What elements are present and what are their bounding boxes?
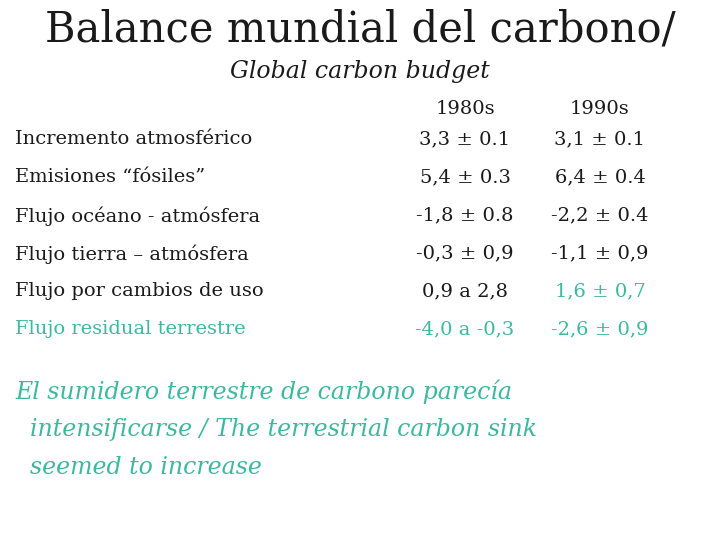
Text: Global carbon budget: Global carbon budget — [230, 60, 490, 83]
Text: Balance mundial del carbono/: Balance mundial del carbono/ — [45, 8, 675, 50]
Text: 1980s: 1980s — [435, 100, 495, 118]
Text: 3,1 ± 0.1: 3,1 ± 0.1 — [554, 130, 646, 148]
Text: 6,4 ± 0.4: 6,4 ± 0.4 — [554, 168, 645, 186]
Text: 1990s: 1990s — [570, 100, 630, 118]
Text: Flujo tierra – atmósfera: Flujo tierra – atmósfera — [15, 244, 248, 264]
Text: intensificarse / The terrestrial carbon sink: intensificarse / The terrestrial carbon … — [30, 418, 537, 441]
Text: -2,6 ± 0,9: -2,6 ± 0,9 — [552, 320, 649, 338]
Text: -1,8 ± 0.8: -1,8 ± 0.8 — [416, 206, 514, 224]
Text: 5,4 ± 0.3: 5,4 ± 0.3 — [420, 168, 510, 186]
Text: -0,3 ± 0,9: -0,3 ± 0,9 — [416, 244, 514, 262]
Text: -4,0 a -0,3: -4,0 a -0,3 — [415, 320, 515, 338]
Text: -2,2 ± 0.4: -2,2 ± 0.4 — [552, 206, 649, 224]
Text: Flujo océano - atmósfera: Flujo océano - atmósfera — [15, 206, 260, 226]
Text: -1,1 ± 0,9: -1,1 ± 0,9 — [552, 244, 649, 262]
Text: 1,6 ± 0,7: 1,6 ± 0,7 — [554, 282, 645, 300]
Text: 0,9 a 2,8: 0,9 a 2,8 — [422, 282, 508, 300]
Text: 3,3 ± 0.1: 3,3 ± 0.1 — [420, 130, 510, 148]
Text: El sumidero terrestre de carbono parecía: El sumidero terrestre de carbono parecía — [15, 380, 512, 404]
Text: Incremento atmosférico: Incremento atmosférico — [15, 130, 252, 148]
Text: seemed to increase: seemed to increase — [30, 456, 262, 479]
Text: Flujo por cambios de uso: Flujo por cambios de uso — [15, 282, 264, 300]
Text: Emisiones “fósiles”: Emisiones “fósiles” — [15, 168, 205, 186]
Text: Flujo residual terrestre: Flujo residual terrestre — [15, 320, 246, 338]
